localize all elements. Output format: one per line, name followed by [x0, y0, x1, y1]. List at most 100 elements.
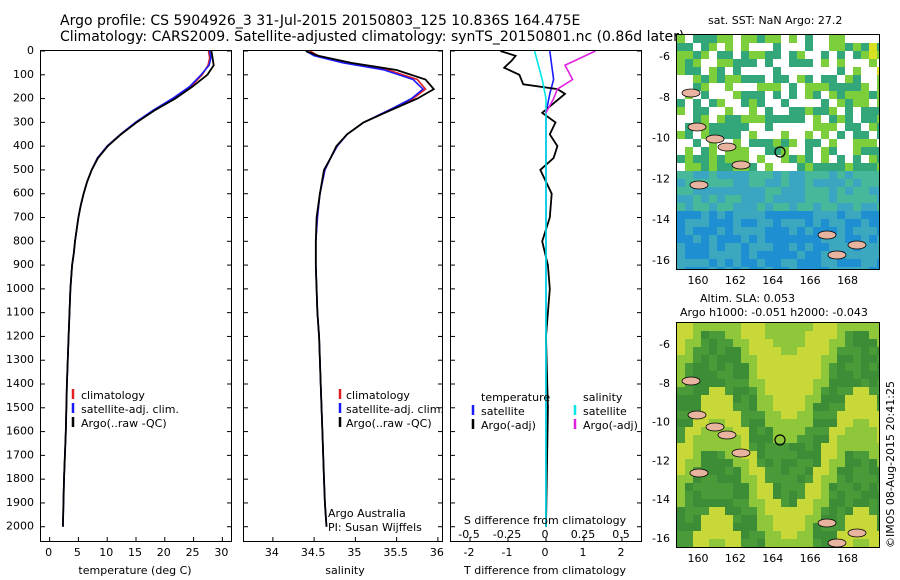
map-cell: [757, 171, 765, 179]
map-cell: [861, 499, 869, 507]
map-cell: [733, 195, 741, 203]
map-cell: [861, 227, 869, 235]
map-cell: [869, 451, 877, 459]
map-cell: [869, 491, 877, 499]
map-cell: [781, 139, 789, 147]
map-cell: [717, 75, 725, 83]
map-cell: [869, 115, 877, 123]
map-cell: [677, 59, 685, 67]
map-cell: [845, 371, 853, 379]
map-cell: [813, 499, 821, 507]
map-cell: [773, 443, 781, 451]
sst-map: [676, 34, 880, 270]
t-tick-label: -2: [464, 546, 475, 559]
salinity-tick-label: 35.5: [383, 546, 408, 559]
map-cell: [829, 211, 837, 219]
map-cell: [677, 187, 685, 195]
map-cell: [837, 395, 845, 403]
map-cell: [725, 347, 733, 355]
map-cell: [845, 451, 853, 459]
lat-tick-label: -8: [659, 91, 670, 104]
island-shape: [731, 448, 751, 458]
map-cell: [797, 499, 805, 507]
s-tick-label: 0.25: [571, 528, 596, 541]
map-cell: [693, 371, 701, 379]
map-cell: [677, 435, 685, 443]
map-cell: [845, 115, 853, 123]
map-cell: [845, 227, 853, 235]
map-cell: [765, 507, 773, 515]
map-cell: [725, 459, 733, 467]
map-cell: [829, 83, 837, 91]
map-cell: [813, 515, 821, 523]
map-cell: [749, 531, 757, 539]
island-shape: [827, 250, 847, 260]
map-cell: [829, 51, 837, 59]
map-cell: [685, 251, 693, 259]
map-cell: [717, 171, 725, 179]
map-cell: [749, 83, 757, 91]
map-cell: [797, 459, 805, 467]
map-cell: [765, 219, 773, 227]
map-cell: [805, 259, 813, 267]
map-cell: [757, 59, 765, 67]
map-cell: [709, 107, 717, 115]
map-cell: [861, 259, 869, 267]
map-cell: [773, 515, 781, 523]
map-cell: [765, 155, 773, 163]
map-cell: [733, 251, 741, 259]
map-cell: [717, 323, 725, 331]
map-cell: [781, 331, 789, 339]
map-cell: [853, 347, 861, 355]
map-cell: [701, 83, 709, 91]
map-cell: [837, 347, 845, 355]
map-cell: [733, 403, 741, 411]
depth-tick-label: 1700: [6, 448, 34, 461]
map-cell: [709, 67, 717, 75]
map-cell: [853, 67, 861, 75]
map-cell: [733, 67, 741, 75]
map-cell: [773, 91, 781, 99]
map-cell: [733, 331, 741, 339]
map-cell: [765, 427, 773, 435]
map-cell: [749, 371, 757, 379]
map-cell: [677, 195, 685, 203]
map-cell: [813, 443, 821, 451]
map-cell: [757, 91, 765, 99]
map-cell: [853, 395, 861, 403]
map-cell: [677, 531, 685, 539]
map-cell: [741, 395, 749, 403]
annotation-argo-australia: Argo Australia: [328, 507, 406, 520]
map-cell: [813, 59, 821, 67]
map-cell: [741, 67, 749, 75]
map-cell: [757, 331, 765, 339]
map-cell: [821, 179, 829, 187]
map-cell: [749, 51, 757, 59]
map-cell: [765, 187, 773, 195]
map-cell: [813, 371, 821, 379]
map-cell: [797, 187, 805, 195]
map-cell: [805, 363, 813, 371]
map-cell: [717, 211, 725, 219]
map-cell: [733, 491, 741, 499]
map-cell: [677, 499, 685, 507]
map-cell: [789, 403, 797, 411]
map-cell: [773, 483, 781, 491]
legend-label: Argo(..raw -QC): [346, 417, 432, 430]
map-cell: [749, 115, 757, 123]
map-cell: [797, 211, 805, 219]
series-line-salinity-argo--adj-: [545, 50, 596, 114]
map-cell: [773, 59, 781, 67]
map-cell: [693, 243, 701, 251]
map-cell: [709, 339, 717, 347]
map-cell: [821, 475, 829, 483]
map-cell: [789, 171, 797, 179]
map-cell: [741, 171, 749, 179]
t-difference-label: T difference from climatology: [463, 564, 626, 577]
map-cell: [701, 67, 709, 75]
map-cell: [701, 139, 709, 147]
map-cell: [757, 75, 765, 83]
map-cell: [709, 379, 717, 387]
chart-title-line1: Argo profile: CS 5904926_3 31-Jul-2015 2…: [60, 13, 581, 29]
